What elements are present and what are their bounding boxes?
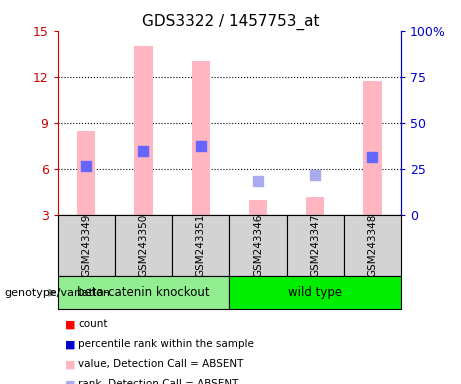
Bar xyxy=(77,131,95,215)
Text: ■: ■ xyxy=(65,319,75,329)
Bar xyxy=(306,197,325,215)
Bar xyxy=(134,46,153,215)
Point xyxy=(197,143,204,149)
Bar xyxy=(192,61,210,215)
Bar xyxy=(58,276,229,309)
Text: GDS3322 / 1457753_at: GDS3322 / 1457753_at xyxy=(142,13,319,30)
Text: ■: ■ xyxy=(65,359,75,369)
Point xyxy=(140,147,147,154)
Bar xyxy=(58,215,115,276)
Text: ■: ■ xyxy=(65,339,75,349)
Bar xyxy=(172,215,229,276)
Text: GSM243346: GSM243346 xyxy=(253,214,263,278)
Text: genotype/variation: genotype/variation xyxy=(5,288,111,298)
Bar xyxy=(363,81,382,215)
Point xyxy=(369,154,376,160)
Text: beta-catenin knockout: beta-catenin knockout xyxy=(77,286,210,299)
Bar xyxy=(344,215,401,276)
Bar xyxy=(229,215,287,276)
Text: GSM243347: GSM243347 xyxy=(310,214,320,278)
Text: ■: ■ xyxy=(65,379,75,384)
Bar xyxy=(249,200,267,215)
Text: GSM243349: GSM243349 xyxy=(81,214,91,278)
Text: value, Detection Call = ABSENT: value, Detection Call = ABSENT xyxy=(78,359,244,369)
Bar xyxy=(287,215,344,276)
Point xyxy=(312,172,319,178)
Text: percentile rank within the sample: percentile rank within the sample xyxy=(78,339,254,349)
Text: GSM243348: GSM243348 xyxy=(367,214,378,278)
Text: count: count xyxy=(78,319,108,329)
Text: wild type: wild type xyxy=(288,286,342,299)
Point xyxy=(254,178,262,184)
Text: rank, Detection Call = ABSENT: rank, Detection Call = ABSENT xyxy=(78,379,239,384)
Text: GSM243351: GSM243351 xyxy=(196,214,206,278)
Bar xyxy=(229,276,401,309)
Text: GSM243350: GSM243350 xyxy=(138,214,148,277)
Point xyxy=(83,163,90,169)
Bar xyxy=(115,215,172,276)
